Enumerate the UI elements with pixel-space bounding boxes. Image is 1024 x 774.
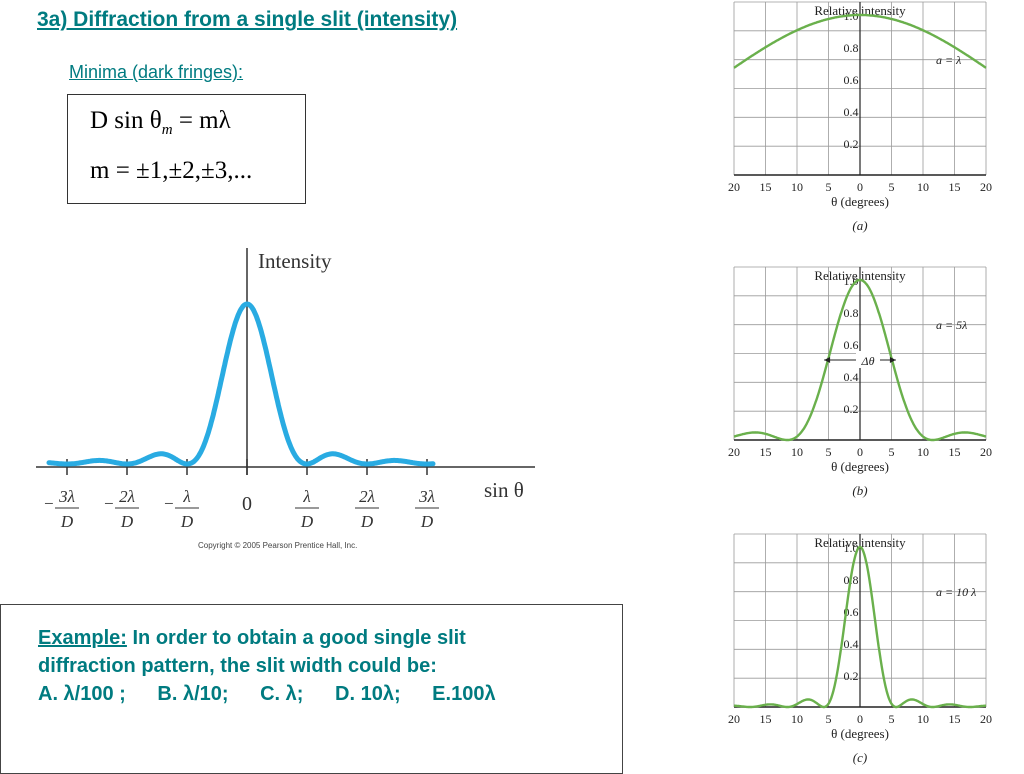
x-tick-label: 5 — [826, 445, 832, 459]
example-options: A. λ/100 ; B. λ/10; C. λ; D. 10λ; E.100λ — [38, 683, 522, 706]
x-tick-label: 20 — [728, 180, 740, 194]
example-question-2: diffraction pattern, the slit width coul… — [38, 655, 437, 677]
x-tick-label: 20 — [728, 445, 740, 459]
y-tick-label: 0.8 — [844, 306, 859, 320]
y-tick-label: 0.2 — [844, 402, 859, 416]
x-axis-label: θ (degrees) — [831, 459, 889, 474]
y-tick-label: 0.4 — [844, 637, 859, 651]
x-tick-label: 10 — [791, 712, 803, 726]
x-tick-label: 10 — [917, 712, 929, 726]
equation-subscript: m — [161, 122, 173, 138]
figure-caption: (c) — [853, 750, 867, 765]
main-tick-zero: 0 — [242, 493, 252, 515]
main-tick-numerator: 2λ — [359, 487, 375, 506]
equation-rhs: = mλ — [178, 107, 231, 134]
relative-intensity-curve — [733, 278, 987, 442]
x-tick-label: 0 — [857, 445, 863, 459]
x-tick-label: 15 — [949, 712, 961, 726]
slide-title: 3a) Diffraction from a single slit (inte… — [37, 8, 458, 31]
slit-width-annotation: a = λ — [936, 53, 961, 67]
slit-width-annotation: a = 5λ — [936, 318, 967, 332]
copyright-text: Copyright © 2005 Pearson Prentice Hall, … — [198, 541, 358, 550]
main-tick-denominator: D — [420, 512, 434, 531]
y-tick-label: 0.4 — [844, 370, 859, 384]
x-tick-label: 0 — [857, 180, 863, 194]
main-tick-denominator: D — [60, 512, 74, 531]
y-tick-label: 0.2 — [844, 669, 859, 683]
y-axis-label: Relative intensity — [814, 268, 906, 283]
example-line-1: Example: In order to obtain a good singl… — [38, 627, 466, 650]
x-tick-label: 5 — [826, 180, 832, 194]
option-e[interactable]: E.100λ — [432, 683, 496, 705]
option-a[interactable]: A. λ/100 ; — [38, 683, 126, 705]
x-tick-label: 15 — [949, 180, 961, 194]
y-tick-label: 0.6 — [844, 338, 859, 352]
y-tick-label: 0.6 — [844, 73, 859, 87]
x-tick-label: 5 — [889, 712, 895, 726]
y-tick-label: 0.2 — [844, 137, 859, 151]
main-tick-numerator: λ — [302, 487, 310, 506]
x-tick-label: 10 — [917, 180, 929, 194]
main-tick-denominator: D — [300, 512, 314, 531]
x-tick-label: 20 — [728, 712, 740, 726]
main-tick-sign: − — [104, 494, 114, 513]
main-tick-numerator: λ — [182, 487, 190, 506]
relative-intensity-curve — [734, 545, 986, 709]
x-tick-label: 20 — [980, 180, 992, 194]
y-tick-label: 0.4 — [844, 105, 859, 119]
x-tick-label: 10 — [791, 445, 803, 459]
x-tick-label: 10 — [791, 180, 803, 194]
main-tick-sign: − — [164, 494, 174, 513]
x-tick-label: 15 — [949, 445, 961, 459]
x-tick-label: 5 — [889, 445, 895, 459]
option-c[interactable]: C. λ; — [260, 683, 304, 705]
x-tick-label: 15 — [760, 445, 772, 459]
option-d[interactable]: D. 10λ; — [335, 683, 401, 705]
example-question-1: In order to obtain a good single slit — [132, 627, 466, 649]
main-tick-sign: − — [44, 494, 54, 513]
main-tick-denominator: D — [180, 512, 194, 531]
main-intensity-curve — [46, 301, 436, 467]
main-tick-numerator: 3λ — [58, 487, 75, 506]
y-axis-label: Relative intensity — [814, 535, 906, 550]
example-label: Example: — [38, 627, 127, 649]
y-tick-label: 0.8 — [844, 41, 859, 55]
delta-theta-label-bg — [856, 351, 880, 368]
x-tick-label: 5 — [826, 712, 832, 726]
x-tick-label: 10 — [917, 445, 929, 459]
main-x-label: sin θ — [484, 478, 524, 502]
main-tick-denominator: D — [360, 512, 374, 531]
y-axis-label: Relative intensity — [814, 3, 906, 18]
y-tick-label: 1.0 — [844, 541, 859, 555]
relative-intensity-curve — [733, 13, 987, 69]
equation-line-2: m = ±1,±2,±3,... — [90, 157, 253, 184]
x-axis-label: θ (degrees) — [831, 194, 889, 209]
main-tick-denominator: D — [120, 512, 134, 531]
equation-box: D sin θm = mλ m = ±1,±2,±3,... — [67, 94, 306, 204]
figure-caption: (b) — [852, 483, 867, 498]
x-tick-label: 15 — [760, 712, 772, 726]
main-y-label: Intensity — [258, 249, 332, 273]
option-b[interactable]: B. λ/10; — [157, 683, 229, 705]
delta-theta-label: Δθ — [861, 354, 875, 368]
x-tick-label: 20 — [980, 445, 992, 459]
x-tick-label: 5 — [889, 180, 895, 194]
x-axis-label: θ (degrees) — [831, 726, 889, 741]
x-tick-label: 0 — [857, 712, 863, 726]
main-tick-numerator: 3λ — [418, 487, 435, 506]
equation-lhs: D sin θ — [90, 107, 162, 134]
x-tick-label: 20 — [980, 712, 992, 726]
x-tick-label: 15 — [760, 180, 772, 194]
minima-subtitle: Minima (dark fringes): — [69, 62, 244, 82]
example-box: Example: In order to obtain a good singl… — [0, 604, 623, 774]
equation-line-1: D sin θm = mλ — [90, 107, 231, 139]
figure-caption: (a) — [852, 218, 867, 233]
main-tick-numerator: 2λ — [119, 487, 135, 506]
slit-width-annotation: a = 10 λ — [936, 585, 976, 599]
